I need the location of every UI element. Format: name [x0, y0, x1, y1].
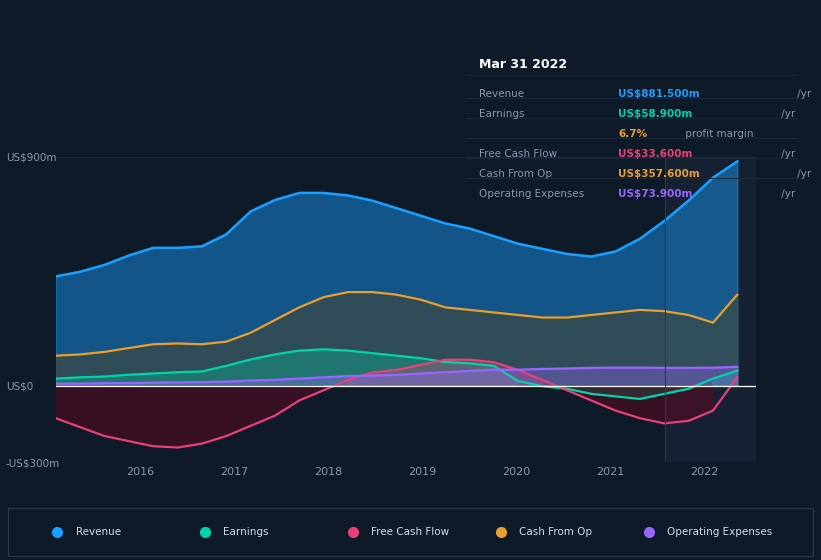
Text: US$33.600m: US$33.600m — [618, 149, 693, 159]
Text: Cash From Op: Cash From Op — [479, 169, 552, 179]
Text: Operating Expenses: Operating Expenses — [479, 189, 584, 199]
Text: Earnings: Earnings — [223, 527, 268, 537]
Text: Mar 31 2022: Mar 31 2022 — [479, 58, 567, 71]
Text: US$881.500m: US$881.500m — [618, 89, 700, 99]
Bar — [665, 157, 803, 462]
Text: Operating Expenses: Operating Expenses — [667, 527, 772, 537]
Text: Free Cash Flow: Free Cash Flow — [479, 149, 557, 159]
Text: 6.7%: 6.7% — [618, 129, 648, 139]
Text: /yr: /yr — [778, 189, 796, 199]
Text: US$357.600m: US$357.600m — [618, 169, 700, 179]
Text: /yr: /yr — [794, 89, 811, 99]
Text: /yr: /yr — [794, 169, 811, 179]
Text: profit margin: profit margin — [682, 129, 754, 139]
Text: /yr: /yr — [778, 109, 796, 119]
Text: Revenue: Revenue — [76, 527, 121, 537]
Bar — [8, 508, 813, 556]
Text: Earnings: Earnings — [479, 109, 525, 119]
Text: US$58.900m: US$58.900m — [618, 109, 693, 119]
Text: US$73.900m: US$73.900m — [618, 189, 693, 199]
Text: Free Cash Flow: Free Cash Flow — [371, 527, 449, 537]
Text: Revenue: Revenue — [479, 89, 524, 99]
Text: Cash From Op: Cash From Op — [519, 527, 592, 537]
Text: /yr: /yr — [778, 149, 796, 159]
